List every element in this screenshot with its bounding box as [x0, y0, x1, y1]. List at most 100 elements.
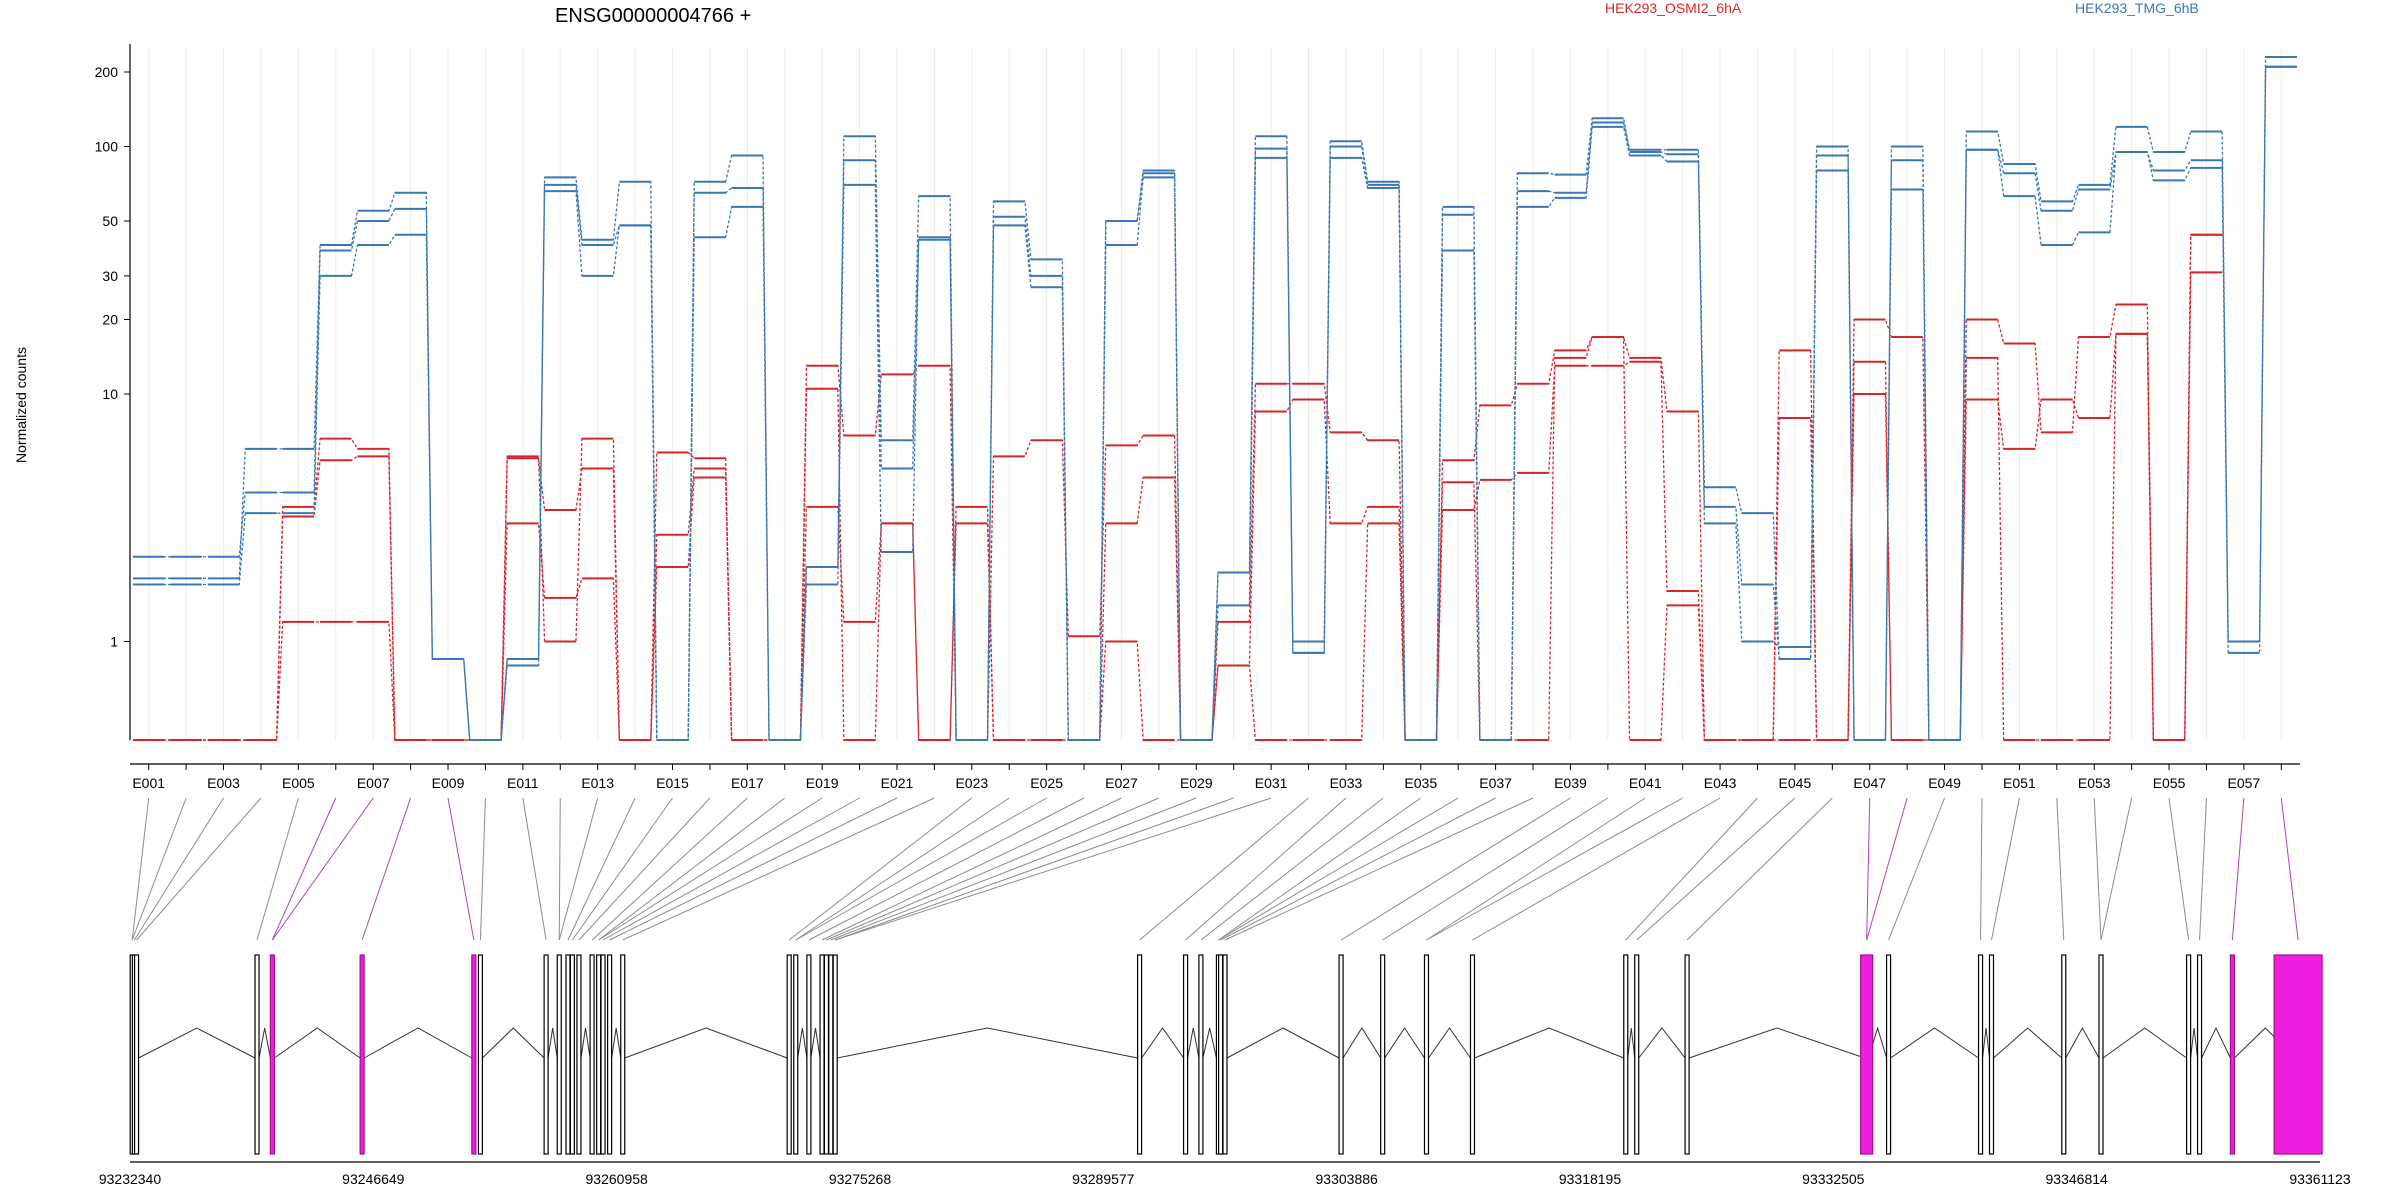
genomic-tick-label: 93246649 [342, 1171, 405, 1187]
connector-line [558, 797, 599, 941]
grid [148, 48, 2282, 740]
x-tick-label: E033 [1330, 775, 1363, 791]
genomic-tick-label: 93346814 [2046, 1171, 2109, 1187]
intron [1428, 1027, 1471, 1059]
y-tick-label: 20 [102, 311, 118, 327]
connector-line [795, 797, 1047, 941]
connector-line [1200, 797, 1384, 941]
x-tick-label: E057 [2228, 775, 2261, 791]
connector-line [479, 797, 486, 941]
connector-line [602, 797, 860, 941]
series-line [133, 56, 2297, 741]
intron [1384, 1027, 1425, 1059]
exon-block [1423, 954, 1430, 1155]
connector-line [826, 797, 1160, 941]
exon-block [596, 954, 602, 1155]
exon-block [1136, 954, 1143, 1155]
exon-block [1182, 954, 1189, 1155]
exon-block [1860, 954, 1874, 1155]
genomic-tick-label: 93303886 [1316, 1171, 1379, 1187]
genomic-tick-label: 93332505 [1802, 1171, 1865, 1187]
intron [1993, 1027, 2063, 1059]
connector-line [1426, 797, 1683, 941]
exon-block [2186, 954, 2192, 1155]
exon-block [556, 954, 562, 1155]
exon-connectors [131, 797, 2299, 941]
series-3 [133, 271, 2223, 741]
intron [547, 1027, 558, 1059]
legend-entry-tmg: HEK293_TMG_6hB [2075, 0, 2199, 16]
y-tick-label: 1 [110, 634, 118, 650]
x-tick-label: E047 [1853, 775, 1886, 791]
connector-line [1888, 797, 1946, 941]
exon-block [2061, 954, 2067, 1155]
connector-line [256, 797, 299, 941]
exon-block [589, 954, 595, 1155]
x-tick-label: E039 [1554, 775, 1587, 791]
intron [1474, 1027, 1624, 1059]
series-6 [133, 65, 2297, 741]
exon-block [806, 954, 812, 1155]
exon-block [1380, 954, 1386, 1155]
connector-line [591, 797, 748, 941]
connector-line [1980, 797, 1983, 941]
x-tick-label: E049 [1928, 775, 1961, 791]
exon-block [1218, 954, 1224, 1155]
exon-block [1222, 954, 1228, 1155]
connector-line [622, 797, 935, 941]
genomic-axis: 93232340 93246649 93260958 93275268 93289577… [99, 1161, 2351, 1187]
connector-line [808, 797, 1085, 941]
exon-block [477, 954, 483, 1155]
plot-area [133, 55, 2297, 741]
connector-line [2199, 797, 2207, 941]
connector-line [1472, 797, 1721, 941]
connector-line [1220, 797, 1496, 941]
exon-block [832, 954, 838, 1155]
y-tick-label: 100 [95, 138, 119, 154]
axes: 200 100 50 30 20 10 1 E001 E003 E005 E007 E009 E011 E… [95, 44, 2300, 791]
gene-model [129, 954, 2323, 1155]
connector-line [136, 797, 262, 941]
connector-line [522, 797, 547, 941]
exon-block [1684, 954, 1690, 1155]
intron [1202, 1027, 1217, 1059]
connector-line [1218, 797, 1422, 941]
x-tick-label: E017 [731, 775, 764, 791]
exon-block [2229, 954, 2235, 1155]
intron [837, 1027, 1138, 1059]
y-tick-label: 50 [102, 213, 118, 229]
series-4 [133, 55, 2297, 741]
intron [580, 1027, 591, 1059]
connector-line [1866, 797, 1871, 941]
exon-block [359, 954, 365, 1155]
connector-line [571, 797, 673, 941]
exon-block [565, 954, 571, 1155]
connector-line [1636, 797, 1796, 941]
intron [2065, 1026, 2100, 1059]
x-tick-label: E021 [881, 775, 914, 791]
connector-line [1625, 797, 1758, 941]
x-tick-label: E037 [1479, 775, 1512, 791]
x-tick-label: E031 [1255, 775, 1288, 791]
x-tick-label: E009 [432, 775, 465, 791]
x-tick-label: E025 [1030, 775, 1063, 791]
genomic-tick-label: 93260958 [586, 1171, 649, 1187]
x-tick-label: E027 [1105, 775, 1138, 791]
exon-block [254, 954, 260, 1155]
intron [1638, 1027, 1686, 1059]
exon-block [2098, 954, 2104, 1155]
connector-line [2280, 797, 2299, 941]
intron [1342, 1027, 1382, 1059]
x-tick-label: E019 [806, 775, 839, 791]
exon-block [828, 954, 834, 1155]
x-tick-label: E053 [2078, 775, 2111, 791]
x-tick-label: E023 [955, 775, 988, 791]
intron [810, 1027, 821, 1059]
exon-block [1977, 954, 1984, 1155]
exon-block [2273, 954, 2323, 1155]
connector-line [2168, 797, 2190, 941]
connector-line [361, 797, 412, 941]
connector-line [1139, 797, 1309, 941]
exon-block [786, 954, 792, 1155]
